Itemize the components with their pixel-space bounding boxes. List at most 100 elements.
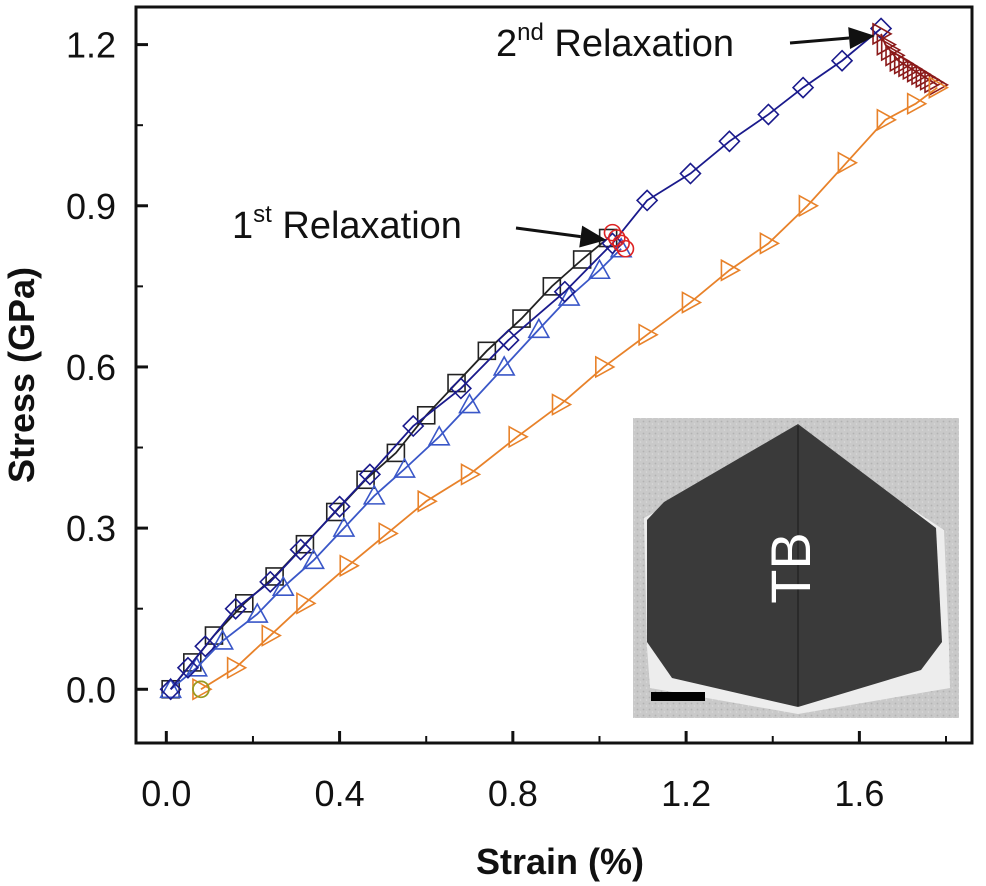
data-point-diamond (194, 635, 217, 658)
inset-micrograph: TB (633, 418, 959, 718)
data-point-triangle-up (271, 575, 295, 597)
y-tick-label: 0.3 (66, 508, 116, 549)
data-point-diamond (830, 49, 854, 72)
data-point-diamond (718, 130, 741, 153)
x-tick-label: 0.8 (488, 773, 538, 814)
annotation-second-sup: nd (517, 19, 544, 46)
data-point-square (234, 594, 254, 613)
data-point-triangle-right (876, 108, 898, 132)
svg-text:2nd Relaxation: 2nd Relaxation (496, 19, 734, 65)
data-point-diamond (553, 280, 576, 303)
data-point-diamond (259, 570, 282, 593)
annotation-second-text: Relaxation (544, 23, 734, 65)
data-point-triangle-right (906, 92, 928, 116)
data-point-triangle-right (551, 393, 573, 416)
series-line (169, 237, 609, 690)
data-point-triangle-right (681, 291, 703, 314)
series-3 (603, 223, 635, 258)
data-point-triangle-right (720, 258, 742, 282)
annotation-first-text: Relaxation (272, 205, 462, 247)
data-point-triangle-up (211, 629, 234, 650)
data-point-triangle-up (393, 457, 416, 478)
series-line (200, 86, 938, 691)
data-point-triangle-right (339, 554, 360, 578)
data-point-triangle-up (159, 677, 183, 699)
data-point-diamond (679, 162, 702, 185)
svg-text:1st Relaxation: 1st Relaxation (232, 201, 462, 247)
data-point-triangle-right (417, 489, 438, 513)
data-point-triangle-up (427, 425, 451, 446)
data-point-square (416, 405, 436, 425)
annotation-first-relaxation: 1st Relaxation (232, 201, 607, 248)
annotation-second-relaxation: 2nd Relaxation (496, 19, 876, 65)
data-point-triangle-right (928, 76, 949, 99)
data-point-square (477, 341, 497, 361)
series-2 (159, 17, 893, 701)
inset-twin-boundary-label: TB (759, 532, 822, 604)
data-point-triangle-up (332, 516, 356, 537)
data-point-triangle-right (638, 323, 659, 347)
data-point-diamond (497, 328, 520, 352)
data-point-circle (603, 223, 622, 242)
data-point-diamond (358, 463, 382, 486)
data-point-triangle-up (609, 237, 633, 258)
annotation-second-base: 2 (496, 23, 517, 65)
annotation-first-base: 1 (232, 205, 253, 247)
scale-bar (651, 692, 705, 701)
data-point-diamond (328, 495, 351, 518)
x-tick-label: 1.6 (834, 773, 884, 814)
arrow-first-relaxation-head (579, 225, 607, 248)
arrow-second-relaxation-head (848, 27, 876, 49)
x-tick-label: 0.4 (315, 773, 365, 814)
data-point-triangle-up (362, 484, 386, 505)
data-point-diamond (176, 656, 200, 679)
data-point-diamond (635, 189, 659, 212)
data-point-square (512, 309, 531, 328)
y-tick-label: 1.2 (66, 25, 116, 66)
x-axis-title: Strain (%) (476, 841, 644, 882)
data-point-diamond (402, 414, 425, 438)
arrow-first-relaxation (515, 226, 581, 239)
data-point-triangle-up (302, 548, 325, 570)
nanopillar-cross-section (647, 424, 942, 707)
data-point-triangle-up (588, 258, 611, 280)
data-point-triangle-right (595, 355, 616, 379)
x-tick-label: 1.2 (661, 773, 711, 814)
data-point-square (572, 250, 592, 269)
y-tick-label: 0.0 (66, 669, 116, 710)
series-line (170, 248, 622, 690)
y-tick-label: 0.9 (66, 186, 116, 227)
data-point-triangle-up (557, 285, 581, 306)
data-point-triangle-right (837, 151, 859, 175)
x-axis-ticks: 0.0 0.4 0.8 1.2 1.6 (141, 731, 948, 814)
y-axis-ticks: 0.0 0.3 0.6 0.9 1.2 (66, 25, 148, 710)
data-point-triangle-right (872, 22, 893, 46)
data-point-diamond (449, 377, 473, 400)
series-5 (192, 76, 949, 701)
data-point-triangle-right (296, 591, 317, 615)
annotation-first-sup: st (253, 201, 272, 228)
series-6 (192, 680, 210, 699)
data-point-circle (192, 680, 210, 699)
data-point-triangle-up (245, 602, 269, 623)
series-1 (159, 237, 633, 699)
data-point-triangle-right (460, 463, 482, 486)
data-point-triangle-right (226, 656, 248, 680)
data-point-triangle-right (378, 522, 399, 545)
y-tick-label: 0.6 (66, 347, 116, 388)
arrow-second-relaxation (789, 36, 850, 45)
y-axis-title: Stress (GPa) (1, 267, 42, 483)
data-point-triangle-up (527, 317, 551, 339)
x-tick-label: 0.0 (141, 773, 191, 814)
data-point-diamond (224, 597, 247, 620)
data-point-diamond (289, 538, 312, 561)
series-4 (872, 22, 949, 97)
data-point-triangle-up (492, 355, 516, 376)
data-point-triangle-right (798, 194, 820, 218)
data-point-circle (608, 229, 626, 247)
data-point-diamond (791, 76, 815, 99)
series-layer (159, 17, 949, 701)
data-point-triangle-up (458, 392, 481, 414)
data-point-triangle-right (508, 425, 529, 449)
